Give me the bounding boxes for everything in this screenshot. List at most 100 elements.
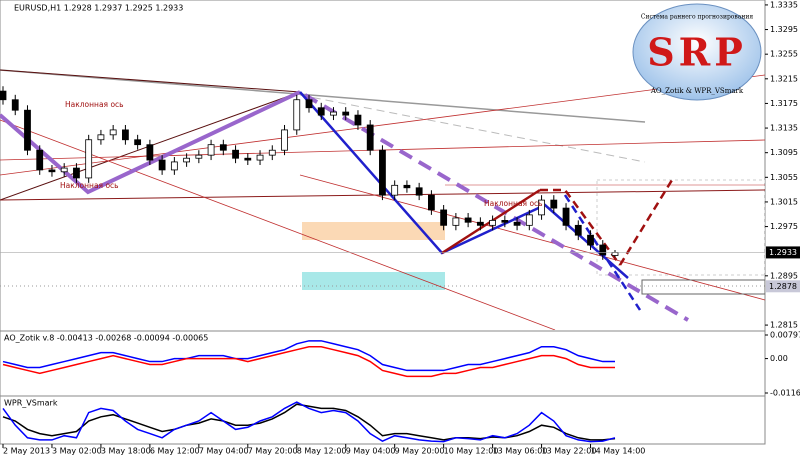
zone <box>302 272 445 290</box>
level-label-box <box>766 280 800 293</box>
y-tick-label: 1.3135 <box>770 124 798 133</box>
candle-body <box>538 199 545 216</box>
candle-body <box>513 221 521 226</box>
panel-title: EURUSD,H1 1.2928 1.2937 1.2925 1.2933 <box>14 4 183 13</box>
annotation: Наклонная ось <box>60 181 119 190</box>
y-tick-label: 1.3335 <box>770 0 798 9</box>
candle-body <box>195 154 203 159</box>
logo-title: Система раннего прогнозирования <box>641 14 753 21</box>
trend-line <box>0 69 301 93</box>
candle-body <box>305 99 313 109</box>
zone <box>641 279 765 295</box>
candle-body <box>11 99 19 111</box>
candle-body <box>427 194 435 211</box>
x-tick-label: 9 May 04:00 <box>346 447 396 456</box>
x-tick-label: 3 May 18:00 <box>101 447 151 456</box>
candle-body <box>379 149 386 196</box>
candle-body <box>244 157 252 161</box>
logo-badge <box>632 3 762 101</box>
candle-body <box>366 124 374 151</box>
candle-body <box>36 149 44 171</box>
price-label: 1.2933 <box>769 248 797 257</box>
candle-body <box>134 139 142 146</box>
logo: Система раннего прогнозирования SRP AO_Z… <box>632 3 762 101</box>
y-tick-label: 1.3215 <box>770 74 798 83</box>
y-tick-label: 1.3295 <box>770 25 798 34</box>
trend-line <box>0 74 765 176</box>
trend-line <box>299 94 646 163</box>
candle-body <box>599 244 607 256</box>
x-tick-label: 10 May 12:00 <box>444 447 499 456</box>
candle-body <box>391 184 399 196</box>
y-tick-label: 1.3055 <box>770 173 798 182</box>
y-tick-label: 1.2975 <box>770 222 798 231</box>
candle-body <box>293 99 301 131</box>
candle-body <box>342 111 350 116</box>
candle-body <box>0 90 7 101</box>
price-label-box <box>766 246 800 259</box>
zone <box>302 222 445 240</box>
trend-line <box>0 69 646 123</box>
candle-body <box>207 144 215 156</box>
candle-body <box>97 134 105 141</box>
y-tick-label: 0.00797 <box>770 331 800 340</box>
candle-body <box>330 111 337 116</box>
candle-body <box>24 109 31 151</box>
x-tick-label: 9 May 20:00 <box>395 447 445 456</box>
candle-body <box>109 129 117 136</box>
candle-body <box>525 214 533 226</box>
candle-body <box>464 217 472 223</box>
annotation: Наклонная ось <box>484 199 543 208</box>
indicator-line <box>2 401 616 443</box>
candle-body <box>146 144 154 161</box>
trend-line <box>299 174 765 301</box>
candle-body <box>403 184 411 189</box>
candle-body <box>587 234 594 246</box>
wave <box>618 179 674 266</box>
y-tick-label: 1.3095 <box>770 148 798 157</box>
candle-body <box>85 139 93 179</box>
candle-body <box>574 224 582 236</box>
candle-body <box>611 252 619 256</box>
x-tick-label: 14 May 14:00 <box>591 447 646 456</box>
x-tick-label: 8 May 12:00 <box>297 447 347 456</box>
candle-body <box>452 217 460 226</box>
panel-title: WPR_VSmark <box>4 399 58 408</box>
y-tick-label: 1.2895 <box>770 271 798 280</box>
level-label: 1.2878 <box>769 282 797 291</box>
y-tick-label: -0.01163 <box>770 389 800 398</box>
panel-title: AO_Zotik v.8 -0.00413 -0.00268 -0.00094 … <box>4 334 208 343</box>
candle-body <box>256 154 264 161</box>
wave <box>299 91 629 279</box>
candle-body <box>183 157 191 163</box>
x-tick-label: 13 May 22:00 <box>542 447 597 456</box>
candle-body <box>232 149 239 159</box>
y-tick-label: 1.3175 <box>770 99 798 108</box>
candle-body <box>60 167 68 173</box>
candle-body <box>73 167 80 179</box>
y-tick-label: 0.00 <box>770 354 788 363</box>
candle-body <box>489 220 497 226</box>
candle-body <box>562 207 570 226</box>
trend-line <box>0 119 556 330</box>
y-tick-label: 1.3255 <box>770 50 798 59</box>
candle-body <box>354 114 362 126</box>
y-tick-label: 1.2815 <box>770 321 798 330</box>
candle-body <box>48 169 56 173</box>
candle-body <box>268 149 276 156</box>
indicator-line <box>2 403 616 441</box>
logo-brand: SRP <box>647 30 747 75</box>
candle-body <box>122 129 129 141</box>
indicator-line <box>2 345 615 378</box>
candle-body <box>550 199 558 209</box>
zone <box>596 179 765 276</box>
x-tick-label: 13 May 06:00 <box>493 447 548 456</box>
y-tick-label: 1.3015 <box>770 197 798 206</box>
x-tick-label: 3 May 02:00 <box>52 447 102 456</box>
logo-subtitle: AO_Zotik & WPR_VSmark <box>650 87 744 95</box>
x-tick-label: 2 May 2013 <box>3 447 50 456</box>
candle-body <box>158 159 166 171</box>
candle-body <box>501 220 509 223</box>
candle-body <box>317 107 325 116</box>
